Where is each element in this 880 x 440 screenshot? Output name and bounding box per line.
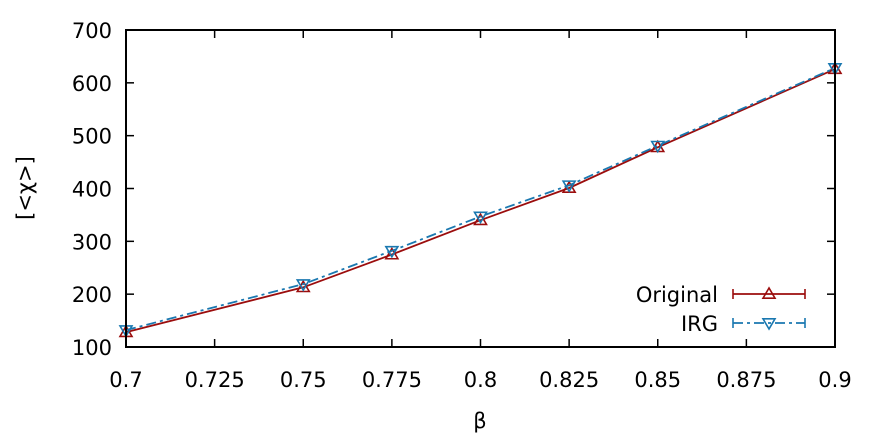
legend-marker bbox=[761, 317, 777, 331]
series-group bbox=[118, 61, 843, 338]
y-tick-label: 100 bbox=[72, 336, 112, 360]
y-tick-label: 500 bbox=[72, 125, 112, 149]
y-tick-label: 300 bbox=[72, 230, 112, 254]
x-tick-label: 0.75 bbox=[280, 368, 327, 392]
legend-item: Original bbox=[636, 283, 806, 307]
plot-frame bbox=[125, 29, 836, 348]
data-point bbox=[384, 245, 400, 259]
x-axis-label: β bbox=[473, 409, 486, 433]
x-tick-label: 0.85 bbox=[634, 368, 681, 392]
data-point bbox=[473, 211, 488, 225]
legend: Original IRG bbox=[636, 283, 806, 336]
data-point bbox=[473, 212, 488, 226]
series-line bbox=[125, 68, 836, 334]
x-tick-label: 0.8 bbox=[464, 368, 497, 392]
x-tick-label: 0.875 bbox=[716, 368, 776, 392]
x-tick-label: 0.775 bbox=[362, 368, 422, 392]
legend-item: IRG bbox=[681, 312, 806, 336]
x-tick-label: 0.725 bbox=[185, 368, 245, 392]
series-line bbox=[125, 67, 836, 331]
y-axis-label: [<χ>] bbox=[13, 156, 37, 220]
data-point bbox=[384, 246, 400, 260]
x-tick-label: 0.7 bbox=[109, 368, 142, 392]
y-tick-label: 400 bbox=[72, 178, 112, 202]
ticks-group: 0.7 0.725 0.75 0.775 0.8 0.825 0.85 0.875 0.9 100… bbox=[72, 19, 852, 392]
y-tick-label: 200 bbox=[72, 283, 112, 307]
y-tick-label: 600 bbox=[72, 72, 112, 96]
y-tick-label: 700 bbox=[72, 19, 112, 43]
data-point bbox=[561, 180, 577, 193]
x-tick-label: 0.9 bbox=[818, 368, 851, 392]
data-point bbox=[295, 279, 311, 292]
data-point bbox=[650, 140, 666, 154]
legend-label: Original bbox=[636, 283, 718, 307]
legend-label: IRG bbox=[681, 312, 718, 336]
legend-marker bbox=[761, 286, 777, 300]
x-tick-label: 0.825 bbox=[539, 368, 599, 392]
